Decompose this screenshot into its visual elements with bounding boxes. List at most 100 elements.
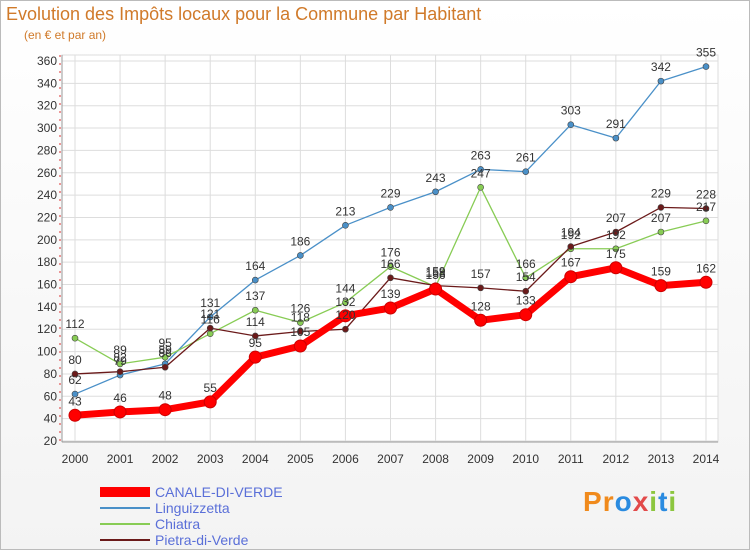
data-label: 291 xyxy=(606,117,626,131)
logo-letter: x xyxy=(632,486,650,517)
data-label: 176 xyxy=(380,246,400,260)
data-label: 116 xyxy=(201,313,220,327)
data-point xyxy=(702,205,710,212)
logo-letter: i xyxy=(668,486,678,517)
data-label: 133 xyxy=(516,294,536,308)
data-label: 131 xyxy=(200,296,220,310)
data-label: 192 xyxy=(606,228,626,242)
y-tick-label: 80 xyxy=(44,367,58,381)
x-tick-label: 2005 xyxy=(287,452,314,466)
logo-letter: i xyxy=(649,486,659,517)
data-label: 261 xyxy=(516,151,536,165)
legend-label: CANALE-DI-VERDE xyxy=(155,484,283,500)
y-tick-label: 160 xyxy=(37,278,57,292)
data-point xyxy=(654,279,668,293)
data-label: 229 xyxy=(651,186,671,200)
data-label: 137 xyxy=(245,289,265,303)
data-point xyxy=(612,134,620,142)
x-tick-label: 2013 xyxy=(648,452,675,466)
y-tick-label: 60 xyxy=(44,389,58,403)
data-label: 228 xyxy=(696,188,716,202)
logo-letter: o xyxy=(614,486,633,517)
data-point xyxy=(477,166,484,173)
data-label: 157 xyxy=(471,267,491,281)
y-tick-label: 120 xyxy=(37,322,57,336)
x-tick-label: 2000 xyxy=(62,452,89,466)
data-label: 121 xyxy=(200,307,220,321)
data-label: 80 xyxy=(68,353,82,367)
y-tick-label: 220 xyxy=(37,210,57,224)
data-label: 48 xyxy=(158,389,172,403)
x-tick-label: 2011 xyxy=(558,452,584,466)
data-point xyxy=(477,183,484,191)
legend-label: Pietra-di-Verde xyxy=(155,532,249,548)
data-label: 217 xyxy=(696,200,716,214)
data-point xyxy=(387,204,394,211)
data-label: 139 xyxy=(380,287,400,301)
data-label: 355 xyxy=(696,46,716,60)
y-tick-label: 320 xyxy=(37,99,57,113)
data-point xyxy=(116,360,124,368)
data-point xyxy=(474,313,488,327)
data-label: 105 xyxy=(290,325,310,339)
data-point xyxy=(477,284,484,292)
x-tick-label: 2010 xyxy=(512,452,539,466)
data-point xyxy=(612,245,620,253)
x-tick-label: 2004 xyxy=(242,452,269,466)
x-tick-label: 2014 xyxy=(693,452,720,466)
data-label: 86 xyxy=(158,346,172,360)
data-point xyxy=(161,363,169,371)
data-point xyxy=(161,353,169,361)
data-label: 247 xyxy=(471,166,491,180)
data-point xyxy=(203,395,217,409)
data-label: 120 xyxy=(335,308,355,322)
data-point xyxy=(612,228,620,236)
data-label: 229 xyxy=(380,186,400,200)
data-point xyxy=(251,276,259,284)
data-point xyxy=(387,274,394,282)
data-point xyxy=(158,403,172,417)
data-point xyxy=(68,408,82,422)
data-label: 128 xyxy=(471,299,491,313)
data-label: 46 xyxy=(113,391,127,405)
y-tick-label: 300 xyxy=(37,121,57,135)
data-label: 243 xyxy=(426,171,446,185)
data-label: 118 xyxy=(291,310,310,324)
proxiti-logo: Proxiti xyxy=(583,486,677,518)
logo-letter: r xyxy=(602,486,615,517)
data-label: 164 xyxy=(245,259,265,273)
x-tick-label: 2009 xyxy=(467,452,494,466)
data-label: 213 xyxy=(335,204,355,218)
data-label: 43 xyxy=(68,394,82,408)
data-label: 144 xyxy=(335,281,355,295)
y-tick-label: 360 xyxy=(37,54,57,68)
data-point xyxy=(564,270,578,284)
legend-label: Chiatra xyxy=(155,516,201,532)
x-tick-label: 2008 xyxy=(422,452,449,466)
chart-title: Evolution des Impôts locaux pour la Comm… xyxy=(6,4,482,24)
data-point xyxy=(297,252,304,259)
data-label: 207 xyxy=(606,211,626,225)
data-point xyxy=(522,287,530,295)
x-tick-label: 2006 xyxy=(332,452,359,466)
data-label: 55 xyxy=(204,381,218,395)
y-tick-label: 140 xyxy=(37,300,57,314)
data-point xyxy=(342,299,349,306)
data-point xyxy=(248,350,262,364)
data-label: 167 xyxy=(561,256,581,270)
data-label: 112 xyxy=(65,317,84,331)
y-tick-label: 240 xyxy=(37,188,57,202)
data-point xyxy=(71,370,79,378)
x-tick-label: 2001 xyxy=(107,452,134,466)
data-point xyxy=(297,328,304,335)
data-label: 89 xyxy=(113,343,127,357)
data-point xyxy=(699,275,713,289)
data-label: 192 xyxy=(561,228,581,242)
data-label: 159 xyxy=(426,265,446,279)
data-label: 62 xyxy=(68,373,82,387)
legend-swatch xyxy=(100,507,150,509)
data-label: 194 xyxy=(561,226,581,240)
data-point xyxy=(702,63,710,70)
x-tick-label: 2012 xyxy=(603,452,630,466)
y-tick-label: 340 xyxy=(37,76,57,90)
